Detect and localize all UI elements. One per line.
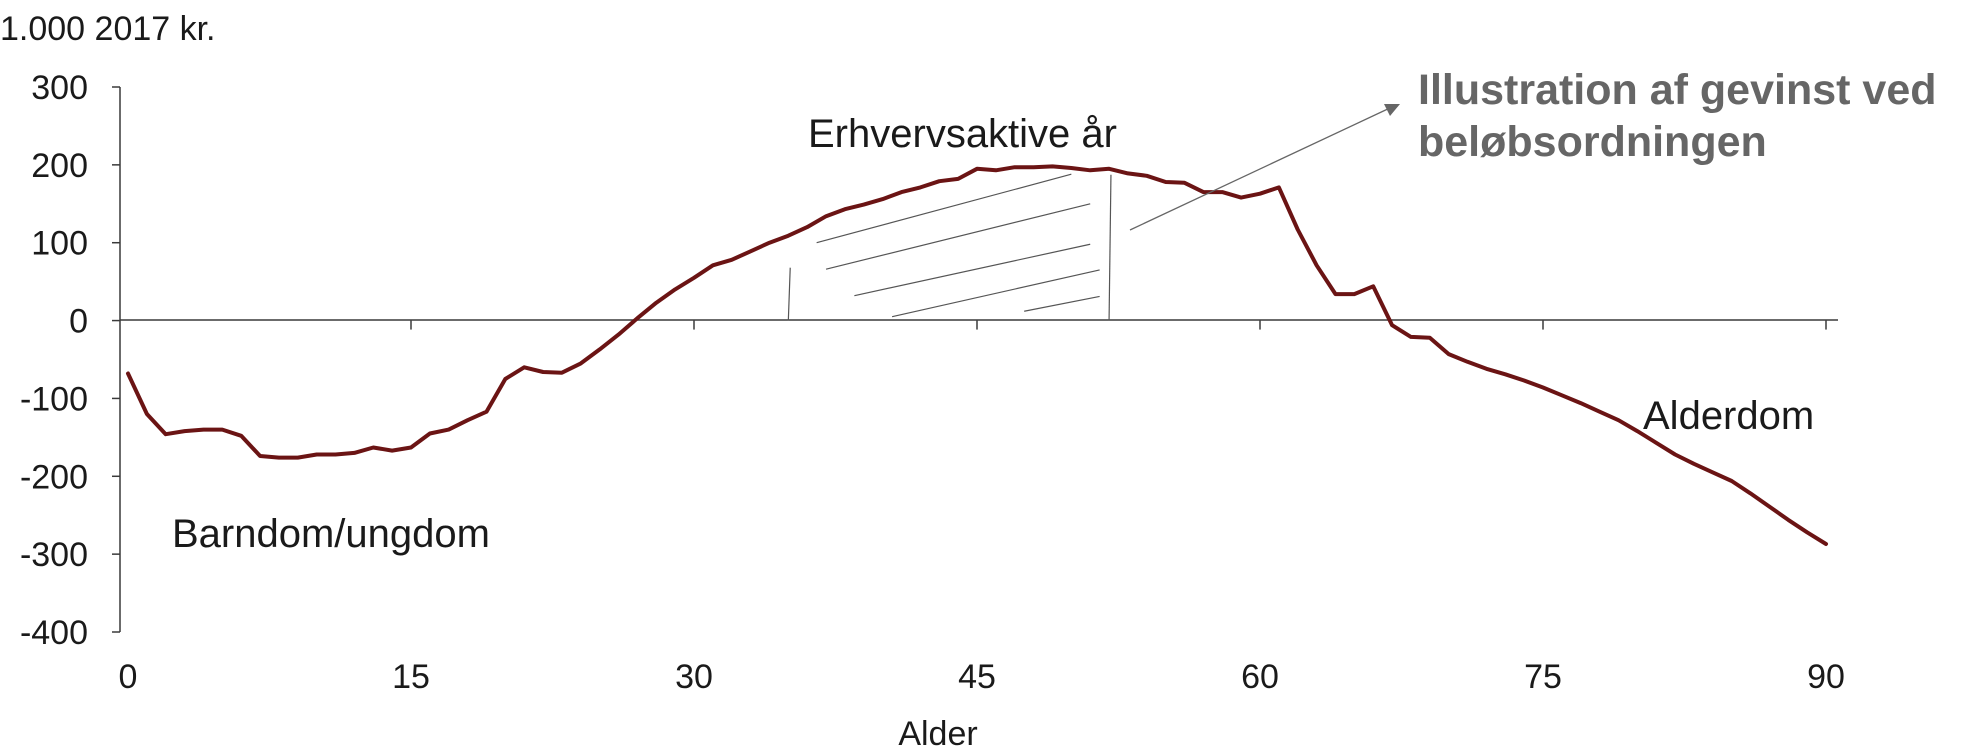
x-tick-label: 90 xyxy=(1807,658,1845,696)
gain-hatched-region xyxy=(787,173,1112,321)
annotation-old-age: Alderdom xyxy=(1643,394,1814,438)
gain-hatch-line xyxy=(816,173,1072,244)
y-tick-label: -400 xyxy=(20,614,88,652)
gain-hatch-line xyxy=(891,269,1100,318)
y-tick-label: -200 xyxy=(20,458,88,496)
x-tick-label: 60 xyxy=(1241,658,1279,696)
x-tick-label: 45 xyxy=(958,658,996,696)
y-tick-label: -100 xyxy=(20,380,88,418)
gain-hatch-line xyxy=(825,203,1091,270)
x-tick-label: 30 xyxy=(675,658,713,696)
y-axis-ticks: 300 200 100 0 -100 -200 -300 -400 xyxy=(20,69,120,652)
y-tick-label: 300 xyxy=(31,69,88,107)
x-tick-label: 0 xyxy=(119,658,138,696)
y-tick-label: 0 xyxy=(69,303,88,341)
x-tick-label: 75 xyxy=(1524,658,1562,696)
x-axis-ticks: 0 15 30 45 60 75 90 xyxy=(119,320,1845,696)
gain-arrow xyxy=(1129,106,1393,231)
net-contribution-line xyxy=(126,164,1828,546)
gain-region-right-edge xyxy=(1108,174,1112,321)
y-tick-label: -300 xyxy=(20,536,88,574)
annotation-gain-line-2: beløbsordningen xyxy=(1418,118,1767,166)
annotation-working-years: Erhvervsaktive år xyxy=(808,112,1117,156)
gain-region-left-edge xyxy=(787,267,791,321)
unit-label: 1.000 2017 kr. xyxy=(0,10,216,48)
x-tick-label: 15 xyxy=(392,658,430,696)
gain-hatch-line xyxy=(854,243,1091,297)
annotation-childhood: Barndom/ungdom xyxy=(172,512,490,556)
y-tick-label: 200 xyxy=(31,147,88,185)
x-axis-label: Alder xyxy=(898,715,977,747)
annotation-gain-line-1: Illustration af gevinst ved xyxy=(1418,66,1937,114)
gain-hatch-line xyxy=(1024,295,1100,312)
y-tick-label: 100 xyxy=(31,225,88,263)
gain-arrow-head xyxy=(1384,104,1400,116)
